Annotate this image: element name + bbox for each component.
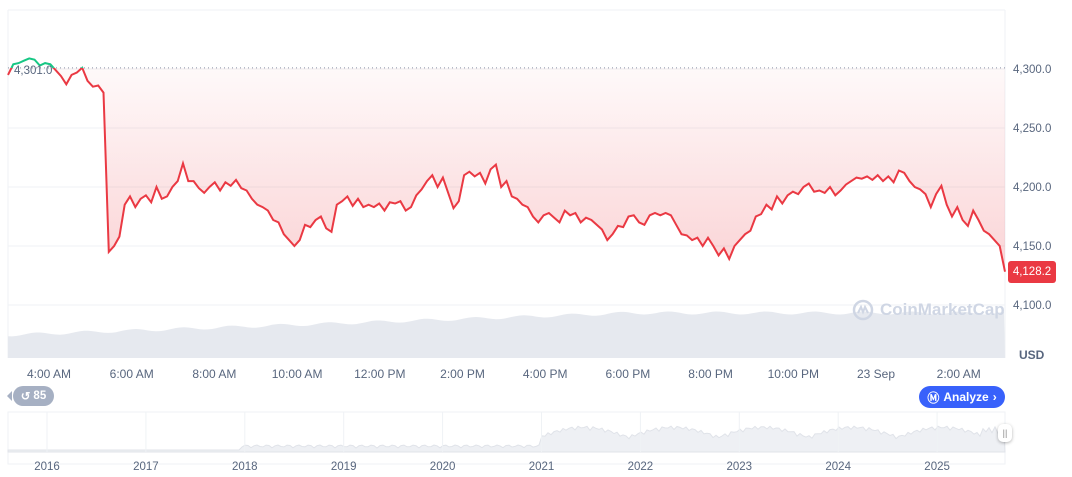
chevron-right-icon: ›: [992, 390, 997, 404]
volume-bars: [8, 311, 1005, 358]
x-tick-label: 10:00 PM: [768, 367, 819, 381]
navigator-year-label: 2017: [133, 461, 159, 473]
history-icon: ↺: [20, 391, 31, 403]
watermark-text: CoinMarketCap: [880, 300, 1005, 319]
x-tick-label: 8:00 AM: [192, 367, 236, 381]
coinmarketcap-watermark: CoinMarketCap: [852, 299, 1005, 321]
y-tick-label: 4,250.0: [1013, 123, 1051, 135]
x-tick-label: 4:00 AM: [27, 367, 71, 381]
navigator-year-label: 2021: [529, 461, 555, 473]
y-tick-label: 4,100.0: [1013, 300, 1051, 312]
x-tick-label: 6:00 PM: [606, 367, 651, 381]
navigator-area: [7, 424, 1006, 453]
open-reference-label: 4,301.0: [14, 65, 52, 77]
x-tick-label: 2:00 PM: [440, 367, 485, 381]
y-tick-label: 4,300.0: [1013, 64, 1051, 76]
last-price-tag: 4,128.2: [1008, 261, 1056, 283]
history-count: 85: [33, 390, 47, 402]
x-tick-label: 8:00 PM: [688, 367, 733, 381]
x-tick-label: 23 Sep: [857, 367, 895, 381]
analyze-button[interactable]: Ⓜ Analyze ›: [919, 386, 1005, 408]
navigator-year-label: 2019: [331, 461, 357, 473]
y-tick-label: 4,150.0: [1013, 241, 1051, 253]
navigator-year-label: 2023: [727, 461, 753, 473]
y-tick-label: 4,200.0: [1013, 182, 1051, 194]
navigator-year-label: 2025: [924, 461, 950, 473]
navigator-drag-handle[interactable]: ||: [998, 424, 1012, 442]
navigator-year-label: 2020: [430, 461, 456, 473]
analyze-label: Analyze: [943, 390, 989, 404]
x-tick-label: 10:00 AM: [272, 367, 323, 381]
coinmarketcap-logo-icon: [852, 299, 874, 321]
navigator-year-label: 2022: [628, 461, 654, 473]
price-line-down: [7, 67, 1006, 272]
navigator-year-label: 2018: [232, 461, 258, 473]
price-area-fill: [8, 67, 1005, 272]
analyze-logo-icon: Ⓜ: [927, 390, 940, 405]
x-tick-label: 2:00 AM: [937, 367, 981, 381]
x-tick-label: 4:00 PM: [523, 367, 568, 381]
navigator-year-label: 2024: [825, 461, 851, 473]
navigator-year-label: 2016: [34, 461, 60, 473]
currency-label: USD: [1019, 348, 1045, 362]
x-tick-label: 12:00 PM: [354, 367, 405, 381]
x-tick-label: 6:00 AM: [110, 367, 154, 381]
history-badge[interactable]: ↺ 85: [7, 386, 54, 406]
